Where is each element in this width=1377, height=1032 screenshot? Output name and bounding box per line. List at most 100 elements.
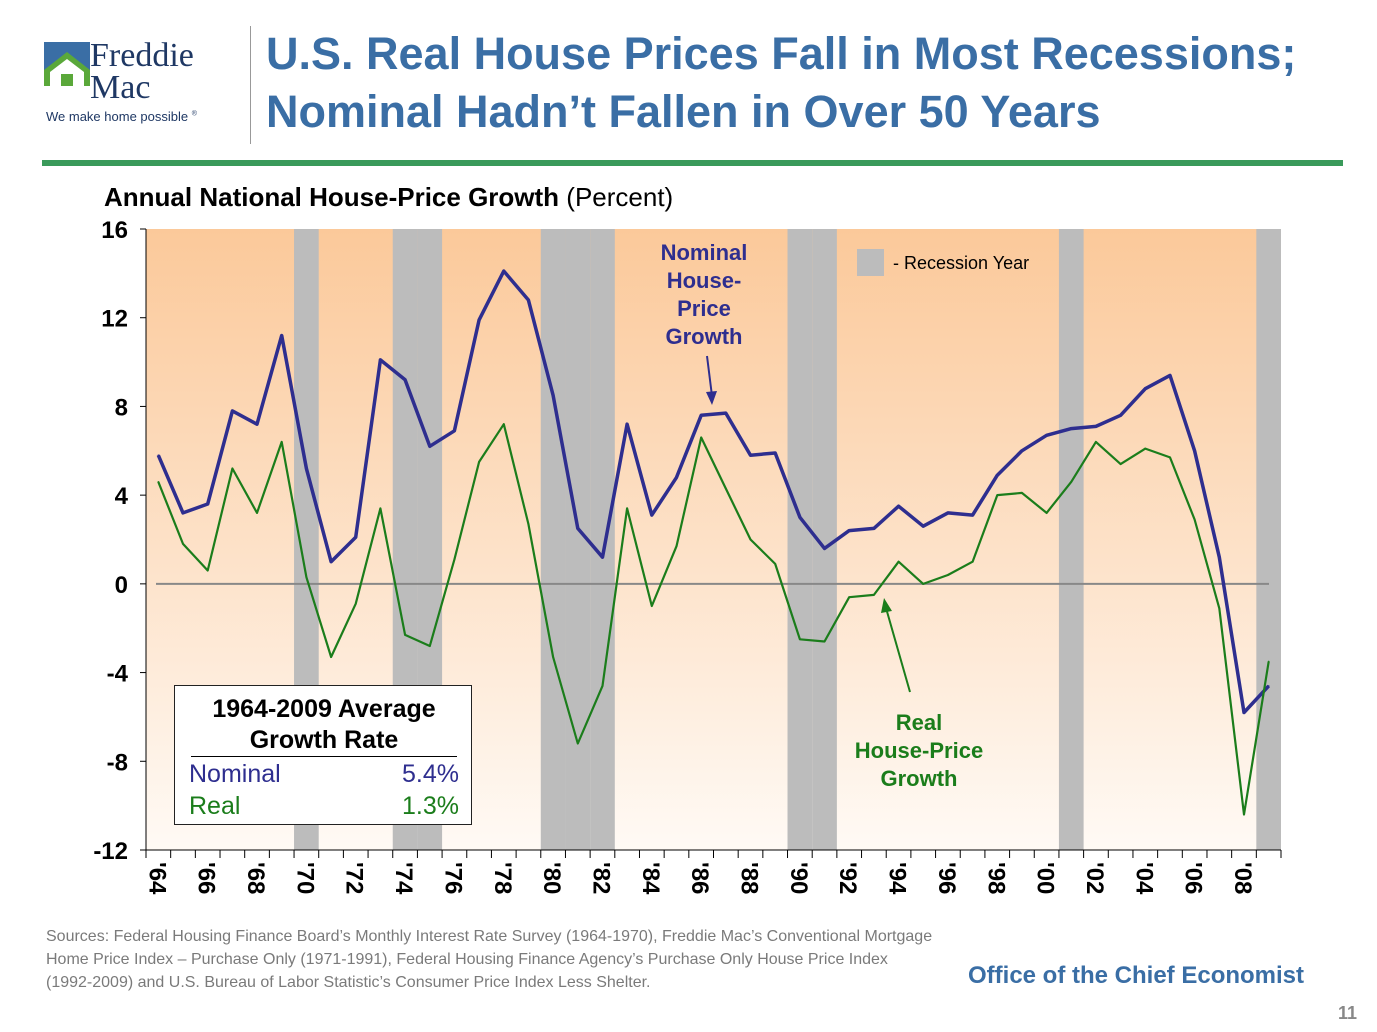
nominal-data-point: [1218, 556, 1221, 559]
real-data-point: [280, 441, 283, 443]
nominal-data-point: [774, 452, 776, 454]
real-data-point: [502, 423, 505, 425]
recession-band: [590, 229, 615, 850]
real-data-point: [1070, 481, 1073, 483]
x-tick-label: '00: [1032, 862, 1059, 894]
real-data-point: [922, 583, 925, 585]
real-data-point: [1119, 463, 1122, 465]
real-data-point: [1045, 512, 1048, 514]
y-tick-label: -12: [93, 838, 128, 865]
logo: [40, 40, 250, 140]
recession-band: [1058, 229, 1084, 850]
nominal-data-point: [453, 430, 456, 432]
average-real-label: Real: [189, 792, 241, 820]
x-tick-label: '64: [143, 862, 170, 895]
nominal-annotation-label: House-: [667, 268, 742, 293]
real-data-point: [305, 576, 308, 579]
x-tick-label: '76: [439, 862, 466, 894]
nominal-data-point: [478, 319, 480, 321]
nominal-annotation-label: Price: [677, 296, 731, 321]
y-tick-label: 16: [101, 217, 128, 244]
logo-tagline: We make home possible ®: [46, 109, 197, 124]
real-data-point: [675, 545, 678, 547]
real-data-point: [256, 512, 258, 514]
average-nominal-label: Nominal: [189, 760, 281, 788]
real-data-point: [576, 742, 579, 745]
real-annotation-label: Real: [896, 710, 942, 735]
nominal-data-point: [157, 454, 160, 457]
real-data-point: [799, 638, 801, 641]
real-data-point: [651, 605, 653, 607]
x-tick-label: '94: [884, 862, 911, 895]
nominal-data-point: [1144, 387, 1147, 390]
x-tick-label: '84: [637, 862, 664, 895]
nominal-data-point: [1169, 374, 1171, 377]
real-data-point: [848, 596, 851, 598]
nominal-data-point: [256, 423, 258, 425]
x-tick-label: '74: [390, 862, 417, 895]
x-tick-label: '78: [489, 862, 516, 894]
nominal-data-point: [873, 527, 875, 530]
real-data-point: [182, 543, 184, 545]
house-logo-icon: [44, 42, 90, 86]
x-tick-label: '98: [982, 862, 1009, 894]
y-tick-label: -4: [107, 661, 129, 688]
x-tick-label: '08: [1229, 862, 1256, 894]
nominal-data-point: [947, 512, 949, 514]
nominal-annotation-label: Nominal: [661, 240, 748, 265]
real-data-point: [330, 656, 332, 658]
real-data-point: [996, 494, 999, 496]
x-tick-label: '68: [242, 862, 269, 894]
header-divider: [250, 26, 251, 144]
chart-title: Annual National House-Price Growth (Perc…: [104, 182, 673, 213]
real-data-point: [453, 558, 456, 561]
nominal-data-point: [1070, 427, 1073, 430]
real-data-point: [1144, 447, 1147, 450]
real-annotation-label: House-Price: [855, 738, 983, 763]
real-data-point: [1021, 492, 1023, 494]
nominal-data-point: [502, 270, 505, 272]
nominal-data-point: [601, 556, 604, 559]
y-tick-label: 0: [115, 572, 128, 599]
nominal-annotation-arrowhead: [706, 391, 717, 405]
real-data-point: [1169, 456, 1171, 459]
recession-band: [787, 229, 813, 850]
logo-text-line2: Mac: [90, 69, 151, 106]
real-annotation-arrow: [885, 607, 911, 693]
nominal-annotation-label: Growth: [666, 324, 743, 349]
x-tick-label: '90: [785, 862, 812, 894]
real-data-point: [626, 507, 628, 510]
y-tick-label: -8: [107, 749, 128, 776]
recession-band: [1256, 229, 1281, 850]
real-data-point: [354, 603, 357, 605]
real-data-point: [428, 645, 431, 647]
nominal-data-point: [428, 445, 431, 448]
real-data-point: [1218, 607, 1221, 610]
real-data-point: [947, 574, 949, 576]
x-tick-label: '70: [291, 862, 318, 894]
nominal-data-point: [996, 474, 999, 476]
real-data-point: [971, 560, 974, 563]
average-box-rule: [191, 756, 457, 757]
nominal-data-point: [1021, 449, 1023, 452]
legend-recession-swatch: [857, 249, 884, 276]
real-data-point: [873, 594, 875, 596]
y-tick-label: 4: [115, 483, 129, 510]
real-data-point: [206, 569, 209, 572]
nominal-data-point: [231, 410, 234, 412]
average-box-title: 1964-2009 Average Growth Rate: [175, 694, 473, 756]
header-rule: [42, 160, 1343, 166]
average-nominal-value: 5.4%: [402, 760, 459, 788]
real-data-point: [700, 436, 702, 439]
nominal-data-point: [675, 476, 678, 479]
nominal-data-point: [182, 512, 184, 514]
x-tick-label: '72: [341, 862, 368, 894]
nominal-data-point: [971, 514, 974, 516]
nominal-data-point: [527, 299, 530, 301]
nominal-data-point: [823, 547, 826, 550]
real-data-point: [1243, 813, 1245, 816]
real-data-point: [823, 640, 826, 643]
y-tick-label: 8: [115, 394, 128, 421]
page-title-line2: Nominal Hadn’t Fallen in Over 50 Years: [266, 86, 1101, 137]
